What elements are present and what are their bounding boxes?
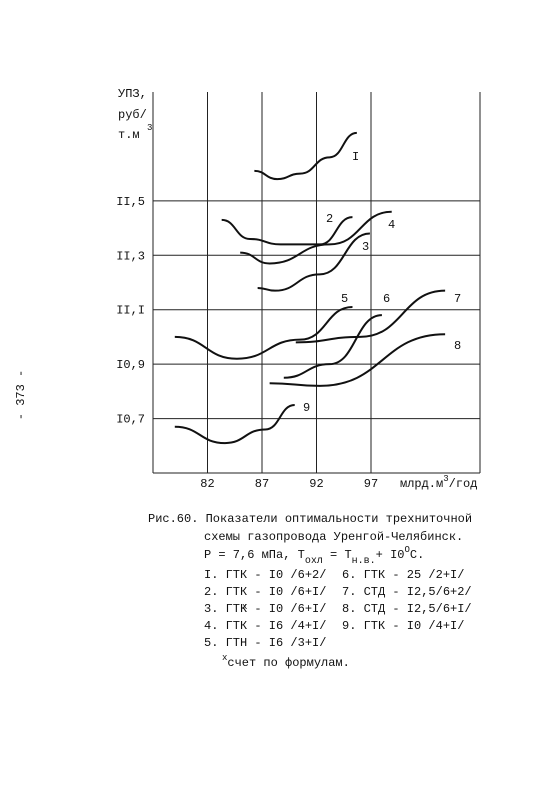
caption: схемы газопровода Уренгой-Челябинск. [204, 530, 463, 544]
curve-label: 8 [454, 339, 461, 353]
legend-item: 5. ГТН - I6 /3+I/ [204, 636, 326, 650]
curve [174, 403, 295, 445]
curve [221, 216, 353, 246]
x-axis-label-sup: 3 [443, 474, 448, 484]
legend-item: 8. СТД - I2,5/6+I/ [342, 602, 472, 616]
legend-item: 6. ГТК - 25 /2+I/ [342, 568, 464, 582]
y-axis-label: т.м [118, 128, 140, 142]
curve-label: 2 [326, 212, 333, 226]
caption-formula: P = 7,6 мПа, Tохл = Tн.в.+ I0OC. [204, 545, 424, 567]
curve [283, 314, 382, 379]
curve-label: 5 [341, 292, 348, 306]
y-tick-label: I0,9 [116, 358, 145, 372]
caption: Рис.60. Показатели оптимальности трехнит… [148, 512, 472, 526]
y-tick-label: II,5 [116, 195, 145, 209]
x-tick-label: 82 [200, 477, 214, 491]
formula: C. [410, 548, 424, 562]
formula: + I0 [376, 548, 405, 562]
y-tick-label: II,3 [116, 249, 145, 263]
curve [254, 131, 358, 181]
footnote: счет по формулам. [227, 656, 349, 670]
curve-label: 6 [383, 292, 390, 306]
curve-label: I [352, 150, 359, 164]
x-axis-label: /год [449, 477, 478, 491]
formula-sub: охл [305, 556, 323, 567]
curve [257, 232, 371, 292]
curve [174, 305, 353, 360]
legend-item: 4. ГТК - I6 /4+I/ [204, 619, 326, 633]
legend-item: I. ГТК - I0 /6+2/ [204, 568, 326, 582]
y-axis-label: руб/ [118, 108, 147, 122]
x-axis-label: млрд.м [400, 477, 443, 491]
x-axis-label: млрд.м3/год [400, 474, 477, 491]
y-tick-label: I0,7 [116, 413, 145, 427]
page-number: - 373 - [14, 370, 28, 420]
x-tick-label: 92 [309, 477, 323, 491]
footnote: xсчет по формулам. [222, 653, 350, 670]
curve-label: 9 [303, 401, 310, 415]
x-tick-label: 87 [255, 477, 269, 491]
footnote-mark: x [222, 653, 227, 663]
curve-label: 7 [454, 292, 461, 306]
curve-label: 4 [388, 218, 395, 232]
legend-item: 9. ГТК - I0 /4+I/ [342, 619, 464, 633]
legend-item: 3. ГТК - I0 /6+I/ [204, 602, 326, 616]
curve [295, 289, 446, 344]
y-axis-label: УПЗ, [118, 87, 147, 101]
y-tick-label: II,I [116, 304, 145, 318]
curve [240, 210, 392, 265]
curve-label: 3 [362, 240, 369, 254]
formula: P = 7,6 мПа, T [204, 548, 305, 562]
formula-sub: н.в. [352, 556, 376, 567]
formula: = T [323, 548, 352, 562]
curve [269, 333, 446, 387]
legend-item: 2. ГТК - I0 /6+I/ [204, 585, 326, 599]
legend-item: 7. СТД - I2,5/6+2/ [342, 585, 472, 599]
formula-sup: O [404, 545, 409, 555]
x-tick-label: 97 [364, 477, 378, 491]
legend-note-mark: x [242, 602, 247, 612]
y-axis-label-sup: 3 [147, 123, 152, 133]
